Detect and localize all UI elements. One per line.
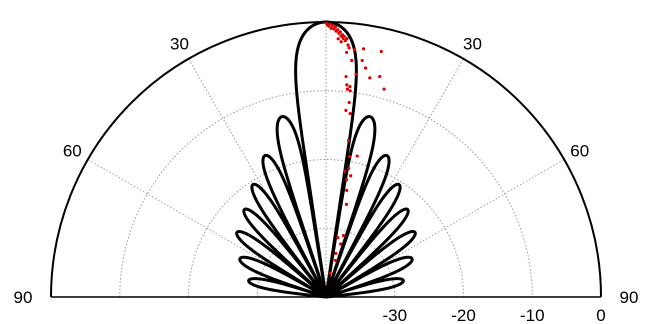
- measured-point: [345, 37, 349, 41]
- measured-point: [350, 58, 354, 63]
- angle-tick-label: 30: [170, 34, 189, 53]
- measured-point: [344, 202, 349, 206]
- measured-point: [347, 46, 351, 50]
- measured-point: [331, 23, 335, 28]
- measured-point: [348, 89, 352, 93]
- polar-grid: [87, 22, 565, 298]
- grid-circle: [256, 227, 396, 298]
- angle-tick-label: 60: [63, 142, 82, 161]
- radial-tick-labels: -30 -20 -10 0: [383, 306, 606, 324]
- measured-point: [355, 154, 359, 158]
- measured-point: [333, 258, 338, 263]
- measured-point: [368, 76, 372, 80]
- measured-point: [344, 74, 348, 79]
- measured-point: [341, 233, 346, 238]
- measured-point: [336, 28, 340, 32]
- measured-point: [382, 87, 386, 91]
- angle-tick-label: 30: [463, 34, 482, 53]
- measured-point: [339, 242, 343, 246]
- angle-tick-label: 60: [570, 142, 589, 161]
- measured-point: [360, 58, 364, 63]
- measured-point: [336, 37, 340, 41]
- measured-point: [378, 74, 382, 79]
- radial-tick-label: 0: [596, 306, 605, 324]
- measured-point: [334, 251, 338, 256]
- measured-point: [344, 50, 349, 55]
- measured-point: [339, 40, 343, 44]
- angle-tick-label: 90: [620, 288, 639, 307]
- measured-point: [346, 43, 350, 47]
- angle-tick-label: 90: [14, 288, 33, 307]
- measured-point: [379, 49, 383, 54]
- measured-point: [349, 174, 353, 178]
- measured-point: [347, 100, 351, 105]
- measured-point: [348, 85, 352, 89]
- measured-point: [336, 236, 340, 240]
- measured-point: [345, 87, 350, 91]
- measured-point: [344, 178, 349, 182]
- measured-point: [328, 22, 332, 26]
- measured-point: [347, 155, 352, 159]
- measured-point: [338, 30, 342, 34]
- measured-point: [363, 66, 368, 70]
- measured-point: [329, 26, 333, 30]
- measured-point: [343, 169, 347, 173]
- measured-point: [345, 83, 349, 87]
- measured-points: [324, 21, 386, 275]
- radial-tick-label: -20: [451, 306, 476, 324]
- angle-tick-labels: 90 60 30 30 60 90: [14, 34, 639, 307]
- radial-tick-label: -30: [383, 306, 408, 324]
- measured-point: [344, 108, 348, 112]
- measured-point: [361, 47, 366, 51]
- measured-point: [353, 48, 357, 52]
- measured-point: [333, 25, 338, 29]
- radial-tick-label: -10: [520, 306, 545, 324]
- measured-point: [347, 166, 351, 170]
- measured-point: [328, 271, 332, 275]
- measured-point: [342, 34, 346, 38]
- measured-point: [345, 188, 349, 192]
- measured-point: [354, 72, 358, 76]
- measured-point: [346, 138, 351, 143]
- measured-point: [348, 112, 352, 116]
